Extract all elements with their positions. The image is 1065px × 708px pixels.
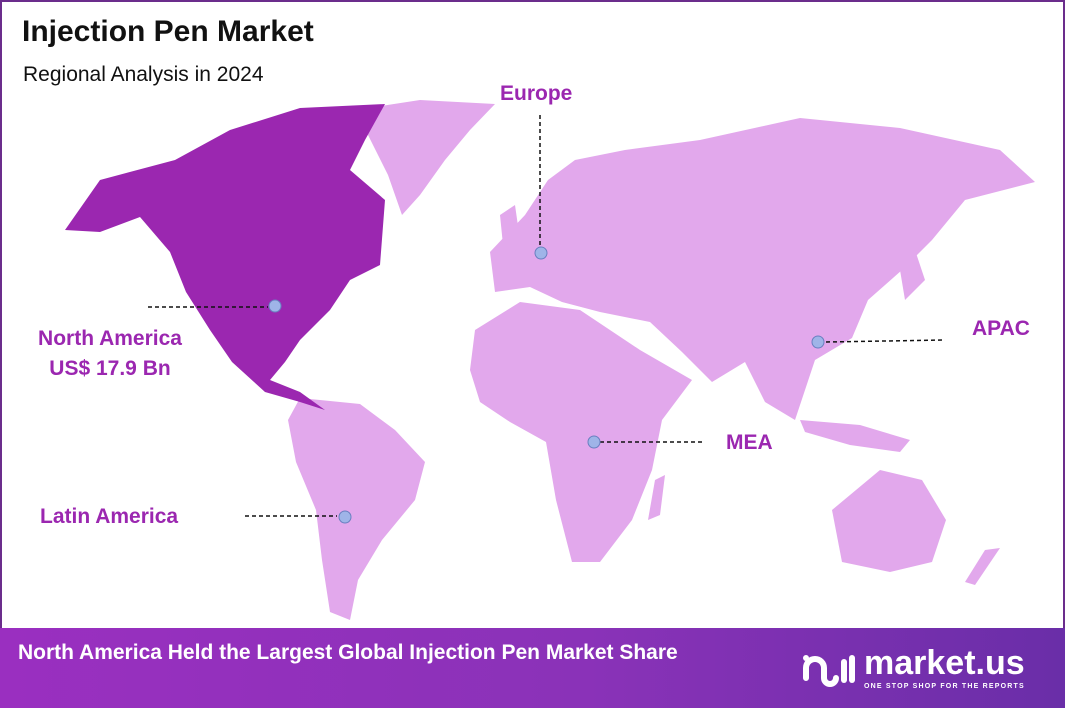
market-us-logo: market.us ONE STOP SHOP FOR THE REPORTS <box>800 642 1050 694</box>
label-apac: APAC <box>972 317 1030 340</box>
label-mea: MEA <box>726 431 773 454</box>
apac-leader <box>825 339 946 343</box>
north-america <box>65 104 385 410</box>
greenland <box>355 100 495 215</box>
japan <box>900 250 925 300</box>
apac-marker <box>811 335 825 349</box>
north-america-value: US$ 17.9 Bn <box>49 357 171 380</box>
south-america <box>288 398 425 620</box>
europe-marker <box>534 246 548 260</box>
page-subtitle: Regional Analysis in 2024 <box>23 63 264 86</box>
latam-marker <box>338 510 352 524</box>
north-america-name: North America <box>38 327 182 350</box>
page-title: Injection Pen Market <box>22 15 314 48</box>
logo-text: market.us ONE STOP SHOP FOR THE REPORTS <box>864 644 1025 692</box>
indonesia <box>800 420 910 452</box>
label-north-america: North America US$ 17.9 Bn <box>10 324 210 384</box>
footer-banner: North America Held the Largest Global In… <box>0 628 1065 708</box>
australia <box>832 470 946 572</box>
eurasia <box>490 118 1035 420</box>
logo-tagline: ONE STOP SHOP FOR THE REPORTS <box>864 683 1025 690</box>
logo-icon <box>803 655 855 687</box>
label-europe: Europe <box>500 82 573 105</box>
madagascar <box>648 475 665 520</box>
new-zealand <box>965 548 1000 585</box>
logo-name: market.us <box>864 644 1025 682</box>
world-map <box>65 100 1035 620</box>
footer-text: North America Held the Largest Global In… <box>18 641 678 664</box>
uk <box>500 205 520 245</box>
na-marker <box>268 299 282 313</box>
label-latin-america: Latin America <box>40 505 179 528</box>
africa <box>470 302 692 562</box>
mea-marker <box>587 435 601 449</box>
